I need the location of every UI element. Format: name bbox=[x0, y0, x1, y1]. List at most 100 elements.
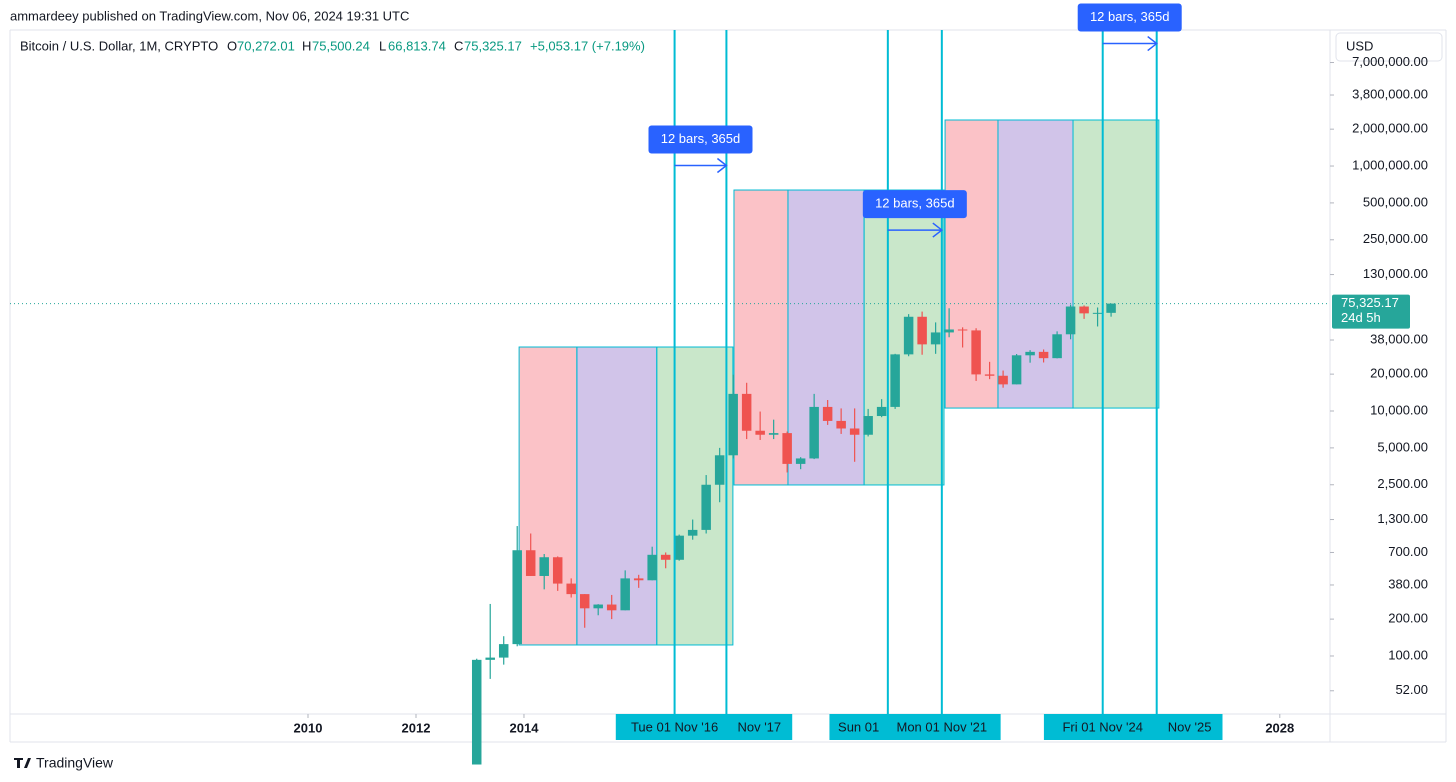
candle-body bbox=[728, 393, 738, 456]
date-tag-label: Nov '25 bbox=[1168, 719, 1212, 734]
legend: Bitcoin / U.S. Dollar, 1M, CRYPTO O 70,2… bbox=[20, 38, 645, 53]
measure-label-box bbox=[1077, 3, 1182, 32]
candle-body bbox=[836, 420, 846, 429]
y-tick-label: 2,500.00 bbox=[1377, 476, 1428, 491]
measure-label: 12 bars, 365d bbox=[1090, 9, 1170, 24]
candle-body bbox=[1038, 351, 1049, 359]
change: +5,053.17 (+7.19%) bbox=[530, 38, 645, 53]
low: 66,813.74 bbox=[388, 38, 446, 53]
currency-button[interactable] bbox=[1335, 32, 1443, 62]
cycle-box bbox=[733, 189, 789, 486]
cycle-box bbox=[997, 119, 1074, 409]
candle-body bbox=[566, 583, 576, 595]
candle-body bbox=[849, 428, 860, 435]
cycle-box bbox=[787, 189, 865, 486]
candle-body bbox=[1052, 334, 1062, 359]
measure-arrow-head bbox=[932, 222, 944, 238]
cycle-box bbox=[576, 346, 658, 646]
candle-body bbox=[579, 594, 590, 609]
publisher: ammardeey published on TradingView.com, … bbox=[10, 8, 409, 23]
date-tag bbox=[883, 714, 1001, 740]
candle-body bbox=[795, 458, 806, 464]
y-tick-label: 380.00 bbox=[1388, 576, 1428, 591]
x-tick-label: 2010 bbox=[294, 720, 323, 735]
date-tag-label: Tue 01 Nov '16 bbox=[631, 719, 718, 734]
candle-body bbox=[890, 354, 900, 407]
y-tick-label: 130,000.00 bbox=[1363, 266, 1428, 281]
candle-body bbox=[822, 406, 833, 421]
date-tag-label: Fri 01 Nov '24 bbox=[1062, 719, 1143, 734]
y-tick-label: 3,800,000.00 bbox=[1352, 86, 1428, 101]
date-tag-label: Mon 01 Nov '21 bbox=[897, 719, 988, 734]
candle-body bbox=[471, 659, 482, 765]
candle-body bbox=[984, 374, 995, 376]
date-tag bbox=[1043, 714, 1162, 740]
y-tick-label: 5,000.00 bbox=[1377, 439, 1428, 454]
plot: 12 bars, 365d 12 bars, 365d 12 bars, 365d bbox=[10, 3, 1330, 765]
candle-body bbox=[809, 406, 819, 459]
candle-body bbox=[741, 393, 752, 431]
candle-body bbox=[714, 455, 725, 485]
currency[interactable]: USD bbox=[1346, 38, 1373, 53]
candle-body bbox=[485, 657, 495, 660]
y-tick-label: 500,000.00 bbox=[1363, 194, 1428, 209]
candle-body bbox=[971, 330, 981, 375]
candle-body bbox=[674, 535, 684, 560]
date-tag bbox=[615, 714, 734, 740]
candle-body bbox=[525, 550, 536, 576]
measure-label-box bbox=[862, 190, 967, 219]
y-tick-label: 10,000.00 bbox=[1370, 402, 1428, 417]
candle-body bbox=[917, 316, 927, 345]
y-tick-label: 20,000.00 bbox=[1370, 366, 1428, 381]
candle-body bbox=[930, 332, 941, 345]
countdown-label: 24d 5h bbox=[1341, 310, 1381, 325]
candle-body bbox=[903, 316, 914, 355]
measure-label: 12 bars, 365d bbox=[875, 196, 955, 211]
logo bbox=[14, 758, 31, 768]
y-tick-label: 52.00 bbox=[1395, 682, 1428, 697]
candle-body bbox=[647, 554, 657, 581]
candle-body bbox=[768, 433, 779, 435]
date-tag-label: Nov '17 bbox=[737, 719, 781, 734]
candle-body bbox=[876, 406, 887, 417]
date-tag bbox=[829, 714, 888, 740]
candle-body bbox=[1079, 306, 1089, 314]
candle-body bbox=[1106, 303, 1116, 313]
y-tick-label: 200.00 bbox=[1388, 611, 1428, 626]
candle-body bbox=[539, 557, 549, 576]
h-label: H bbox=[302, 38, 311, 53]
last-price-tag bbox=[1332, 294, 1410, 329]
candle-body bbox=[593, 604, 603, 609]
open: 70,272.01 bbox=[237, 38, 295, 53]
measure-arrow-head bbox=[1147, 35, 1158, 52]
measure-label-box bbox=[648, 125, 753, 154]
measure-arrow-head bbox=[716, 157, 728, 174]
y-tick-label: 1,000,000.00 bbox=[1352, 157, 1428, 172]
y-tick-label: 1,300.00 bbox=[1377, 511, 1428, 526]
x-tick-label: 2028 bbox=[1265, 720, 1294, 735]
measure-label: 12 bars, 365d bbox=[661, 131, 741, 146]
cycle-box bbox=[656, 346, 734, 646]
l-label: L bbox=[379, 38, 386, 53]
date-tag-label: Sun 01 bbox=[838, 719, 879, 734]
candle-body bbox=[512, 550, 522, 645]
c-label: C bbox=[454, 38, 463, 53]
high: 75,500.24 bbox=[312, 38, 370, 53]
date-tag bbox=[726, 714, 793, 740]
cycle-box bbox=[518, 346, 578, 646]
y-tick-label: 2,000,000.00 bbox=[1352, 121, 1428, 136]
last-price-label: 75,325.17 bbox=[1341, 295, 1399, 310]
y-tick-label: 250,000.00 bbox=[1363, 231, 1428, 246]
symbol: Bitcoin / U.S. Dollar, 1M, CRYPTO bbox=[20, 38, 218, 53]
candle-body bbox=[957, 329, 968, 331]
close: 75,325.17 bbox=[464, 38, 522, 53]
candle-body bbox=[998, 375, 1008, 385]
candle-body bbox=[701, 484, 711, 530]
candle-body bbox=[620, 578, 630, 611]
brand: TradingView bbox=[36, 755, 114, 771]
candle-body bbox=[633, 578, 644, 581]
candle-body bbox=[863, 416, 873, 435]
y-tick-label: 100.00 bbox=[1388, 647, 1428, 662]
cycle-box bbox=[1072, 119, 1160, 409]
